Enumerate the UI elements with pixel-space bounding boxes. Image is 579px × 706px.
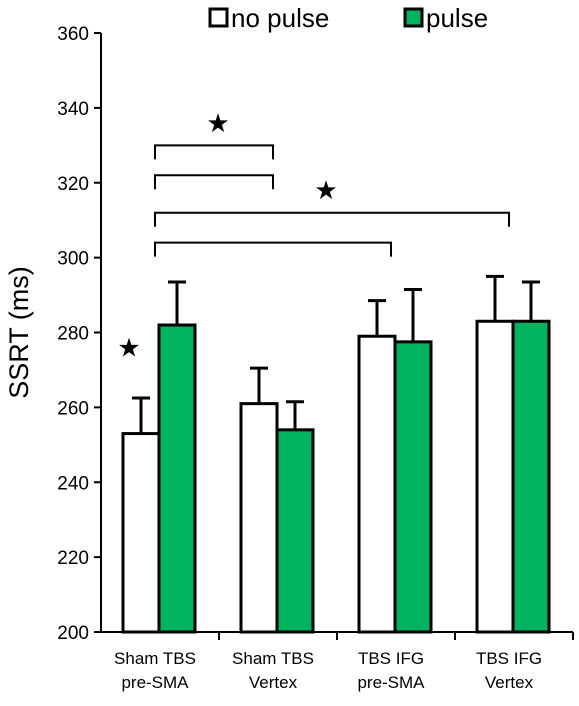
legend-swatch bbox=[208, 7, 229, 28]
significance-bracket bbox=[154, 211, 510, 227]
category-label: pre-SMA bbox=[357, 673, 425, 692]
bar-no-pulse bbox=[475, 319, 515, 634]
y-tick-label: 340 bbox=[57, 99, 89, 120]
y-tick-label: 200 bbox=[57, 623, 89, 644]
legend-label: pulse bbox=[426, 3, 488, 33]
category-label: TBS IFG bbox=[476, 649, 542, 668]
bar-pulse bbox=[393, 340, 433, 634]
bar-no-pulse bbox=[357, 334, 397, 634]
y-tick-label: 300 bbox=[57, 249, 89, 270]
bar-pulse bbox=[511, 319, 551, 634]
y-tick-label: 320 bbox=[57, 174, 89, 195]
bar-pulse bbox=[275, 428, 315, 634]
significance-bracket bbox=[154, 241, 392, 257]
significance-star: ★ bbox=[206, 109, 229, 139]
y-tick-label: 280 bbox=[57, 324, 89, 345]
category-label: Sham TBS bbox=[114, 649, 196, 668]
category-label: Vertex bbox=[485, 673, 534, 692]
bar-no-pulse bbox=[239, 402, 279, 634]
annotations: ★ ★ ★ bbox=[117, 109, 510, 363]
y-tick-label: 260 bbox=[57, 398, 89, 419]
bar-no-pulse bbox=[121, 432, 161, 634]
category-label: Sham TBS bbox=[232, 649, 314, 668]
legend-swatch bbox=[403, 7, 424, 28]
y-tick-label: 220 bbox=[57, 548, 89, 569]
category-label: pre-SMA bbox=[121, 673, 189, 692]
axes: 200 220 240 260 280 300 320 340 360 Sham TBS pre-S… bbox=[4, 24, 574, 692]
legend: no pulse pulse bbox=[208, 3, 488, 33]
y-tick-label: 360 bbox=[57, 24, 89, 45]
bars bbox=[121, 274, 551, 634]
category-label: TBS IFG bbox=[358, 649, 424, 668]
y-tick-label: 240 bbox=[57, 473, 89, 494]
significance-star: ★ bbox=[314, 176, 337, 206]
category-label: Vertex bbox=[249, 673, 298, 692]
legend-label: no pulse bbox=[231, 3, 329, 33]
significance-star: ★ bbox=[117, 333, 140, 363]
significance-bracket bbox=[154, 174, 274, 190]
bar-pulse bbox=[157, 323, 197, 634]
y-axis-label: SSRT (ms) bbox=[4, 266, 34, 399]
significance-bracket bbox=[154, 144, 274, 160]
